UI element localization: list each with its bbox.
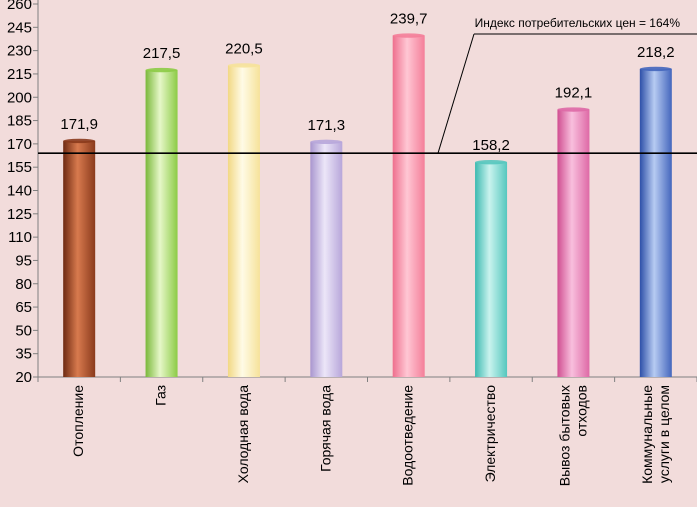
y-tick-label: 140: [7, 183, 32, 200]
y-tick-label: 170: [7, 136, 32, 153]
x-tick-label: Горячая вода: [317, 385, 333, 472]
annotation-leader: [437, 33, 475, 154]
x-tick-label: Холодная вода: [235, 385, 251, 484]
data-label: 171,3: [308, 117, 346, 134]
bar: [392, 35, 425, 377]
data-label: 220,5: [225, 40, 263, 57]
bar: [475, 162, 508, 377]
y-tick-label: 110: [8, 229, 32, 246]
y-tick-label: 260: [7, 0, 32, 13]
reference-line-label: Индекс потребительских цен = 164%: [475, 16, 681, 30]
x-tick-label: Отопление: [70, 385, 86, 457]
bar: [63, 140, 96, 377]
bar-top: [145, 67, 178, 73]
y-tick-label: 35: [15, 346, 32, 363]
bar-top: [227, 63, 260, 68]
y-tick-label: 95: [15, 252, 32, 269]
bar: [227, 65, 260, 377]
x-tick-label: услуги в целом: [656, 385, 672, 483]
bar: [557, 109, 590, 377]
y-tick-label: 80: [15, 276, 32, 293]
y-tick-label: 245: [7, 19, 32, 36]
bar-top: [392, 33, 425, 38]
bar-top: [63, 138, 96, 144]
y-tick-label: 230: [7, 43, 32, 60]
x-tick-label: Коммунальные: [639, 385, 655, 484]
data-label: 218,2: [637, 44, 675, 61]
y-tick-label: 200: [7, 89, 32, 106]
bar-top: [557, 107, 590, 112]
bar-top: [475, 160, 508, 165]
y-tick-label: 20: [15, 369, 32, 386]
data-label: 171,9: [60, 116, 98, 133]
y-tick-label: 125: [7, 206, 32, 223]
data-label: 192,1: [555, 85, 593, 102]
bar-top: [310, 139, 343, 145]
bar: [639, 68, 672, 377]
y-tick-label: 215: [7, 66, 32, 83]
x-tick-label: отходов: [573, 385, 589, 437]
y-tick-label: 50: [15, 322, 32, 339]
bar: [145, 70, 178, 377]
bar-top: [639, 66, 672, 72]
x-tick-label: Вывоз бытовых: [556, 385, 572, 486]
y-tick-label: 65: [15, 299, 32, 316]
x-tick-label: Водоотведение: [400, 385, 416, 486]
data-label: 158,2: [472, 137, 510, 154]
data-label: 217,5: [143, 45, 181, 62]
y-tick-label: 155: [7, 159, 32, 176]
x-tick-label: Электричество: [482, 385, 498, 483]
y-tick-label: 185: [7, 113, 32, 130]
x-tick-label: Газ: [153, 385, 169, 406]
data-label: 239,7: [390, 11, 428, 28]
bar: [310, 141, 343, 377]
